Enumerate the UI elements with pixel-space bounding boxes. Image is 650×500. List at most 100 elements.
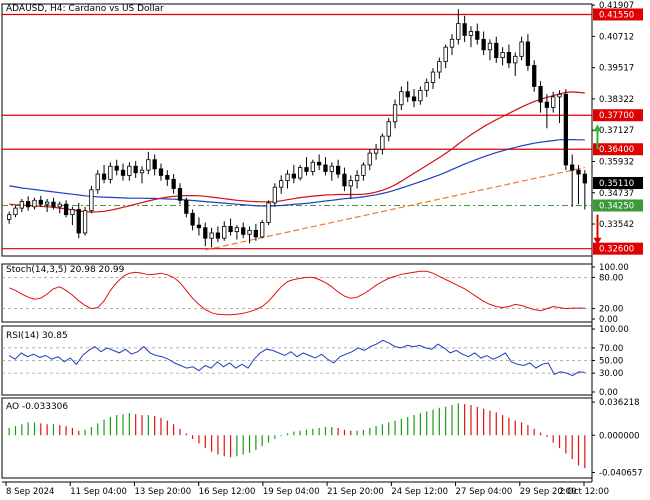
rsi-line [8,339,585,377]
price-tick-label: 0.33542 [599,220,634,230]
rsi-tick-label: 30.00 [599,369,623,379]
candle-body [317,161,322,166]
arrow-head-up [593,124,602,132]
candle-body [19,201,24,209]
rsi-title: RSI(14) 30.85 [6,331,68,341]
price-tick-label: 0.34737 [599,189,634,199]
support-label: 0.34250 [599,201,634,211]
arrow-head-down [593,237,602,245]
trendline [205,166,585,251]
support-label-bg [593,199,643,212]
candle-body [260,222,265,238]
candle-body [487,42,493,51]
candle-body [95,173,100,191]
candle-body [89,189,94,212]
candle-body [222,226,227,239]
rsi-tick-label: 100.00 [599,325,629,335]
candle-body [133,165,138,174]
time-tick-label: 29 Sep 20:00 [520,487,577,497]
candle-body [32,199,37,208]
candle-body [38,199,43,205]
candle-body [513,55,518,64]
level-label-bg [593,143,643,156]
candle-body [158,168,164,176]
candle-body [120,169,126,176]
rsi-tick-label: 50.00 [599,357,623,367]
candle-body [411,96,417,102]
price-tick-label: 0.40712 [599,32,634,42]
time-tick-label: 2 Oct 12:00 [559,487,609,497]
candle-body [323,164,328,172]
candle-body [101,173,107,180]
level-label: 0.41550 [599,10,634,20]
candle-body [557,93,562,98]
time-tick-label: 8 Sep 2024 [6,487,54,497]
moving-average-red [9,91,585,213]
candle-body [354,175,360,182]
rsi-tick-label: 0.00 [599,388,618,398]
pane-frame-main [1,3,593,257]
candle-body [165,175,170,180]
candle-body [114,165,119,171]
candle-body [177,188,183,201]
pane-frame-ao [1,397,593,479]
candle-body [481,38,486,51]
candle-body [215,232,221,239]
rsi-tick-label: 70.00 [599,344,623,354]
candle-body [171,178,176,189]
candle-body [228,226,233,233]
level-label: 0.32600 [599,245,634,255]
candle-body [443,46,448,62]
candle-body [70,209,75,216]
candle-body [26,201,31,208]
candle-body [342,173,347,187]
candle-body [475,31,480,40]
candle-body [298,167,303,179]
candle-body [335,165,341,175]
candle-body [253,229,259,238]
candle-body [272,186,277,204]
stoch-tick-label: 20.00 [599,305,623,315]
candle-body [405,91,410,98]
candle-body [582,173,587,184]
price-tick-label: 0.39517 [599,64,634,74]
candle-body [494,42,499,59]
candle-body [190,212,195,226]
candle-body [7,214,12,220]
time-tick-label: 13 Sep 20:00 [134,487,191,497]
candle-body [247,229,252,235]
candle-body [519,41,524,57]
candle-body [51,201,56,208]
stoch-tick-label: 0.00 [599,315,618,325]
chart-title: ADAUSD, H4: Cardano vs US Dollar [6,4,164,14]
candle-body [462,23,467,36]
candle-body [430,71,436,83]
candle-body [348,180,353,187]
ao-tick-label: 0.000000 [599,431,640,441]
candle-body [468,31,474,36]
candle-body [418,89,423,102]
level-label-bg [593,109,643,122]
candle-body [57,203,62,208]
level-label: 0.36400 [599,145,634,155]
level-label: 0.37700 [599,111,634,121]
candle-body [203,227,208,239]
candle-body [279,180,284,188]
candle-body [108,165,113,180]
time-tick-label: 24 Sep 12:00 [391,487,448,497]
time-tick-label: 21 Sep 20:00 [327,487,384,497]
candle-body [361,164,366,176]
candle-body [146,159,151,171]
candle-body [544,101,550,108]
candle-body [329,165,334,172]
candle-body [304,167,309,172]
candle-body [386,121,391,137]
candle-body [380,135,385,150]
candle-body [576,169,581,175]
candle-body [196,224,202,229]
candle-body [152,159,157,170]
ao-tick-label: -0.040657 [599,468,643,478]
time-tick-label: 19 Sep 04:00 [263,487,320,497]
candle-body [234,227,240,233]
